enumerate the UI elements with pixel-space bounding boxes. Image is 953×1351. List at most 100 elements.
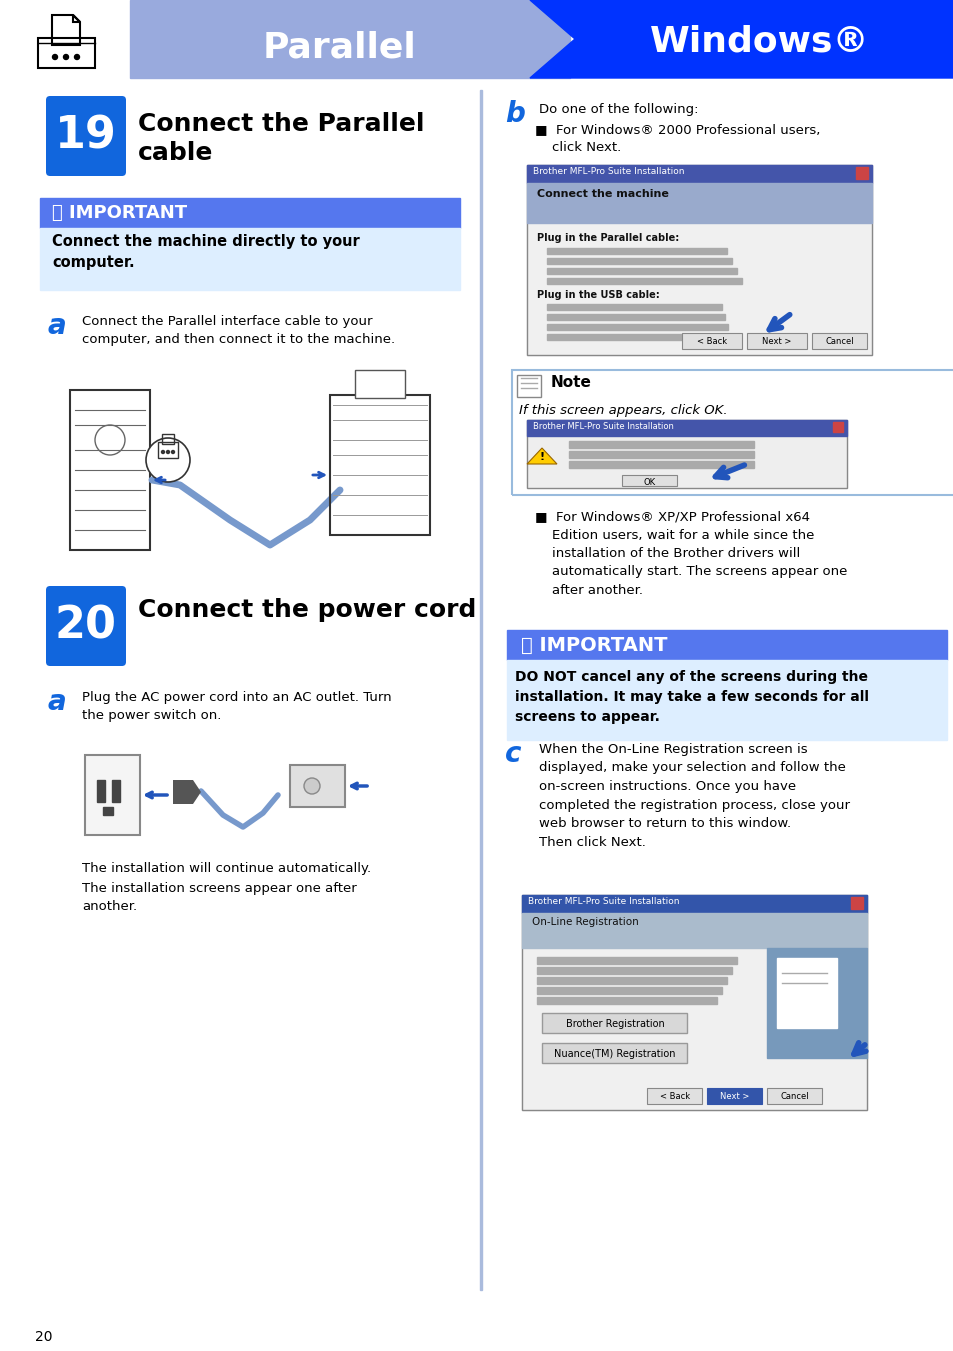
Bar xyxy=(537,967,731,974)
Bar xyxy=(546,334,730,340)
Bar xyxy=(526,182,871,355)
Bar xyxy=(832,422,842,432)
Bar xyxy=(103,807,112,815)
Bar xyxy=(546,313,724,320)
Text: 20: 20 xyxy=(55,604,117,647)
Text: ■  For Windows® XP/XP Professional x64
    Edition users, wait for a while since: ■ For Windows® XP/XP Professional x64 Ed… xyxy=(535,509,846,597)
Bar xyxy=(537,988,721,994)
Text: Brother MFL-Pro Suite Installation: Brother MFL-Pro Suite Installation xyxy=(533,422,673,431)
Bar xyxy=(681,332,741,349)
Bar xyxy=(546,258,731,263)
Text: a: a xyxy=(48,312,67,340)
Bar xyxy=(40,228,459,290)
Text: OK: OK xyxy=(643,478,656,486)
Text: Cancel: Cancel xyxy=(825,336,854,346)
Text: 20: 20 xyxy=(35,1329,52,1344)
Circle shape xyxy=(74,54,79,59)
Text: b: b xyxy=(504,100,524,128)
Bar xyxy=(158,442,178,458)
Bar xyxy=(40,199,459,228)
Bar xyxy=(706,1088,761,1104)
Text: Brother MFL-Pro Suite Installation: Brother MFL-Pro Suite Installation xyxy=(533,168,684,176)
Bar xyxy=(766,1088,821,1104)
Circle shape xyxy=(52,54,57,59)
Text: Cancel: Cancel xyxy=(780,1092,808,1101)
Bar xyxy=(479,91,481,1290)
Bar xyxy=(97,780,105,802)
Bar xyxy=(162,434,173,444)
Bar xyxy=(526,182,871,223)
Text: Connect the power cord: Connect the power cord xyxy=(138,598,476,621)
Bar xyxy=(537,997,717,1004)
Bar xyxy=(546,278,741,284)
Text: !: ! xyxy=(538,453,544,462)
Polygon shape xyxy=(530,0,953,78)
Bar xyxy=(546,324,727,330)
Polygon shape xyxy=(526,449,557,463)
Bar xyxy=(568,440,753,449)
Text: When the On-Line Registration screen is
displayed, make your selection and follo: When the On-Line Registration screen is … xyxy=(538,743,849,848)
Bar xyxy=(541,1013,686,1034)
Text: Nuance(TM) Registration: Nuance(TM) Registration xyxy=(554,1048,675,1059)
Bar xyxy=(526,165,871,182)
Bar xyxy=(70,390,150,550)
Bar xyxy=(526,165,871,355)
Bar xyxy=(290,765,345,807)
Text: ■  For Windows® 2000 Professional users,
    click Next.: ■ For Windows® 2000 Professional users, … xyxy=(535,123,820,154)
Text: Plug in the Parallel cable:: Plug in the Parallel cable: xyxy=(537,232,679,243)
Circle shape xyxy=(146,438,190,482)
Bar xyxy=(355,370,405,399)
Bar xyxy=(526,420,846,436)
Bar xyxy=(541,1043,686,1063)
Circle shape xyxy=(304,778,319,794)
Bar xyxy=(526,165,871,355)
Bar xyxy=(130,0,569,78)
Bar xyxy=(855,168,867,178)
Text: Windows®: Windows® xyxy=(650,26,869,59)
Bar xyxy=(85,755,140,835)
Bar xyxy=(521,913,866,948)
Text: The installation will continue automatically.: The installation will continue automatic… xyxy=(82,862,371,875)
Bar xyxy=(646,1088,701,1104)
Text: Brother Registration: Brother Registration xyxy=(565,1019,663,1029)
Text: Connect the machine directly to your
computer.: Connect the machine directly to your com… xyxy=(52,234,359,270)
Bar xyxy=(537,957,737,965)
Text: < Back: < Back xyxy=(697,336,726,346)
Bar xyxy=(746,332,806,349)
Bar xyxy=(776,958,836,1028)
Bar xyxy=(330,394,430,535)
Text: Next >: Next > xyxy=(720,1092,749,1101)
Bar xyxy=(568,451,753,458)
Bar xyxy=(521,894,866,913)
Text: Next >: Next > xyxy=(761,336,791,346)
Text: DO NOT cancel any of the screens during the
installation. It may take a few seco: DO NOT cancel any of the screens during … xyxy=(515,670,868,724)
Text: Plug the AC power cord into an AC outlet. Turn
the power switch on.: Plug the AC power cord into an AC outlet… xyxy=(82,690,392,721)
Text: Parallel: Parallel xyxy=(263,31,416,65)
Circle shape xyxy=(172,450,174,454)
Bar xyxy=(526,420,846,488)
Bar xyxy=(30,376,470,565)
Bar xyxy=(526,420,846,488)
Text: The installation screens appear one after
another.: The installation screens appear one afte… xyxy=(82,882,356,913)
Bar xyxy=(546,304,721,309)
Text: a: a xyxy=(48,688,67,716)
Bar xyxy=(546,249,726,254)
Bar xyxy=(766,948,866,1058)
Bar xyxy=(512,370,953,494)
Circle shape xyxy=(161,450,164,454)
Circle shape xyxy=(64,54,69,59)
FancyBboxPatch shape xyxy=(46,586,126,666)
Bar xyxy=(38,38,95,68)
Text: Plug in the USB cable:: Plug in the USB cable: xyxy=(537,290,659,300)
Text: < Back: < Back xyxy=(659,1092,689,1101)
Text: Note: Note xyxy=(551,376,591,390)
Bar xyxy=(0,0,130,78)
Polygon shape xyxy=(172,780,201,804)
Bar xyxy=(521,913,866,1111)
Text: On-Line Registration: On-Line Registration xyxy=(532,917,639,927)
Text: ❗ IMPORTANT: ❗ IMPORTANT xyxy=(520,636,667,655)
Bar xyxy=(537,977,726,984)
Text: ❗ IMPORTANT: ❗ IMPORTANT xyxy=(52,204,187,222)
Circle shape xyxy=(167,450,170,454)
Text: Connect the machine: Connect the machine xyxy=(537,189,668,199)
